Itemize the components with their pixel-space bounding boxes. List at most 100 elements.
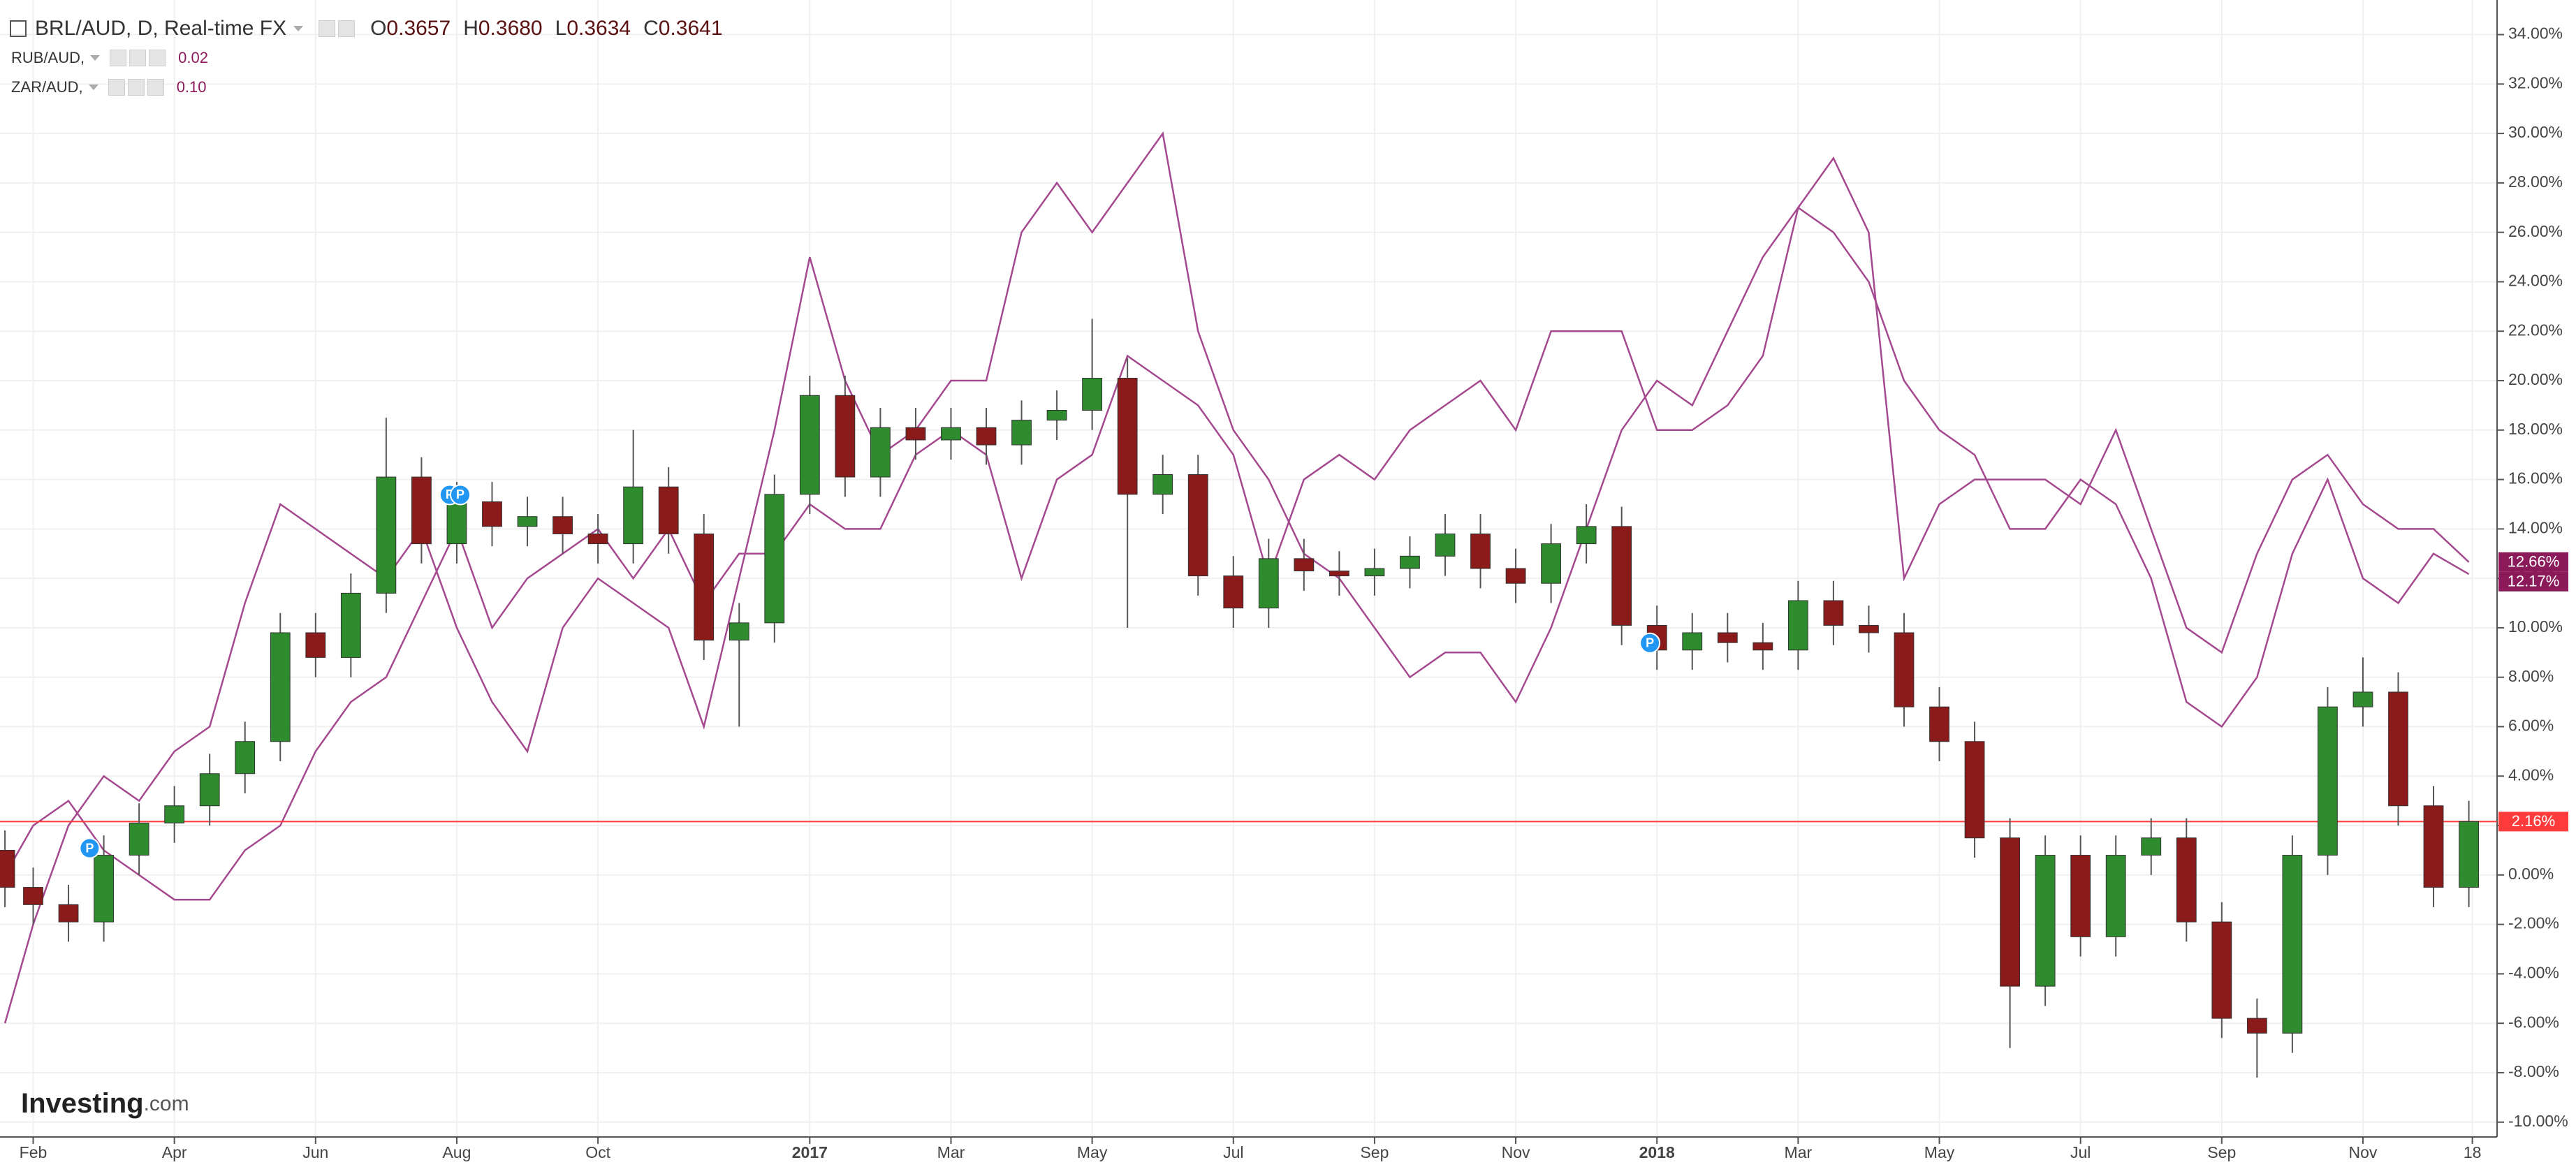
y-tick-label: 28.00% bbox=[2508, 173, 2563, 191]
hide-icon[interactable] bbox=[129, 50, 147, 66]
quote-item: L0.3634 bbox=[555, 17, 631, 40]
event-marker[interactable]: P bbox=[1639, 632, 1661, 654]
y-tick-label: -4.00% bbox=[2508, 963, 2559, 981]
candle-body bbox=[694, 533, 715, 641]
hide-icon[interactable] bbox=[127, 79, 145, 96]
candle-body bbox=[1859, 624, 1879, 633]
candle-body bbox=[1046, 409, 1067, 421]
candle-body bbox=[1894, 632, 1915, 707]
candle-body bbox=[905, 427, 926, 441]
x-tick-label: 2018 bbox=[1639, 1143, 1675, 1161]
candle-body bbox=[1187, 474, 1208, 577]
candle-body bbox=[2423, 805, 2444, 888]
settings-icon[interactable] bbox=[110, 50, 127, 66]
candle-body bbox=[658, 486, 679, 534]
candle-body bbox=[729, 622, 749, 641]
candle-body bbox=[0, 849, 15, 888]
symbol-title: BRL/AUD, D, Real-time FX bbox=[35, 17, 287, 40]
candle-body bbox=[1223, 575, 1244, 609]
x-tick-label: May bbox=[1924, 1143, 1955, 1161]
candle-body bbox=[2141, 837, 2162, 856]
x-tick-label: Mar bbox=[937, 1143, 965, 1161]
x-tick-label: May bbox=[1077, 1143, 1108, 1161]
candle-body bbox=[1258, 558, 1279, 609]
y-tick-label: -8.00% bbox=[2508, 1062, 2559, 1080]
candle-body bbox=[1294, 558, 1315, 572]
remove-icon[interactable] bbox=[149, 50, 166, 66]
candle-body bbox=[235, 741, 256, 775]
candle-body bbox=[2388, 691, 2408, 807]
compare-line bbox=[3, 131, 2470, 1024]
watermark-brand: Investing bbox=[21, 1088, 144, 1119]
candle-body bbox=[199, 773, 220, 807]
hide-icon[interactable] bbox=[338, 20, 356, 37]
candle-body bbox=[411, 476, 432, 545]
compare-line bbox=[4, 156, 2470, 901]
x-tick-label: Jul bbox=[1223, 1143, 1243, 1161]
event-label: P bbox=[1646, 636, 1654, 650]
event-marker[interactable]: P bbox=[450, 484, 471, 506]
candle-body bbox=[1964, 741, 1985, 839]
candle-body bbox=[58, 904, 79, 923]
x-tick-label: Jul bbox=[2070, 1143, 2091, 1161]
y-tick-label: 20.00% bbox=[2508, 370, 2563, 388]
x-tick-label: Jun bbox=[302, 1143, 328, 1161]
candle-body bbox=[2000, 837, 2020, 987]
candle-body bbox=[376, 476, 397, 594]
candle-body bbox=[552, 516, 573, 534]
x-tick-label: 2017 bbox=[792, 1143, 828, 1161]
settings-icon[interactable] bbox=[108, 79, 125, 96]
event-marker[interactable]: P bbox=[79, 837, 101, 859]
y-tick-label: 16.00% bbox=[2508, 469, 2563, 487]
y-tick-label: 22.00% bbox=[2508, 321, 2563, 339]
symbol-menu[interactable] bbox=[293, 26, 304, 31]
candle-body bbox=[2318, 706, 2338, 856]
candle-body bbox=[2459, 821, 2479, 888]
candle-body bbox=[1400, 555, 1420, 569]
y-tick-label: -2.00% bbox=[2508, 914, 2559, 932]
settings-icon[interactable] bbox=[319, 20, 336, 37]
candle-body bbox=[870, 427, 891, 478]
y-tick-label: 0.00% bbox=[2508, 865, 2554, 883]
quote-label: L bbox=[555, 17, 567, 40]
candle-body bbox=[164, 805, 185, 824]
quote-value: 0.3641 bbox=[658, 17, 723, 40]
price-label: 12.66% bbox=[2508, 553, 2560, 571]
candle-body bbox=[305, 632, 326, 658]
y-tick-label: -6.00% bbox=[2508, 1013, 2559, 1031]
candle-body bbox=[1752, 642, 1773, 651]
compare-menu[interactable] bbox=[90, 55, 101, 61]
x-tick-label: Nov bbox=[1502, 1143, 1530, 1161]
quote-label: O bbox=[370, 17, 387, 40]
candle-body bbox=[799, 395, 820, 495]
compare-legend: RUB/AUD, 0.02 ZAR/AUD, 0.10 bbox=[10, 43, 736, 102]
price-label-box bbox=[2498, 552, 2568, 572]
compare-menu[interactable] bbox=[88, 85, 98, 90]
candle-body bbox=[1011, 420, 1032, 446]
quote-value: 0.3634 bbox=[566, 17, 631, 40]
collapse-button[interactable] bbox=[10, 20, 27, 37]
y-tick-label: 4.00% bbox=[2508, 765, 2554, 784]
legend: BRL/AUD, D, Real-time FX O0.3657 H0.3680 L… bbox=[10, 14, 736, 102]
candle-body bbox=[1117, 377, 1138, 495]
compare-name: RUB/AUD, bbox=[11, 49, 85, 66]
quote-value: 0.3680 bbox=[478, 17, 543, 40]
x-tick-label: Sep bbox=[1360, 1143, 1389, 1161]
candle-body bbox=[23, 887, 43, 905]
candle-body bbox=[1082, 377, 1103, 411]
x-tick-label: Feb bbox=[20, 1143, 47, 1161]
quote-item: H0.3680 bbox=[463, 17, 542, 40]
quote-item: O0.3657 bbox=[370, 17, 451, 40]
quote-value: 0.3657 bbox=[386, 17, 451, 40]
candle-body bbox=[482, 501, 502, 527]
candle-body bbox=[1435, 533, 1456, 557]
event-circle bbox=[1639, 632, 1661, 654]
x-tick-label: Aug bbox=[442, 1143, 471, 1161]
candle-body bbox=[2176, 837, 2197, 923]
price-label: 12.17% bbox=[2508, 573, 2560, 590]
main-legend: BRL/AUD, D, Real-time FX O0.3657 H0.3680 L… bbox=[10, 14, 736, 43]
candle-body bbox=[340, 592, 361, 658]
remove-icon[interactable] bbox=[147, 79, 164, 96]
x-tick-label: Oct bbox=[585, 1143, 610, 1161]
